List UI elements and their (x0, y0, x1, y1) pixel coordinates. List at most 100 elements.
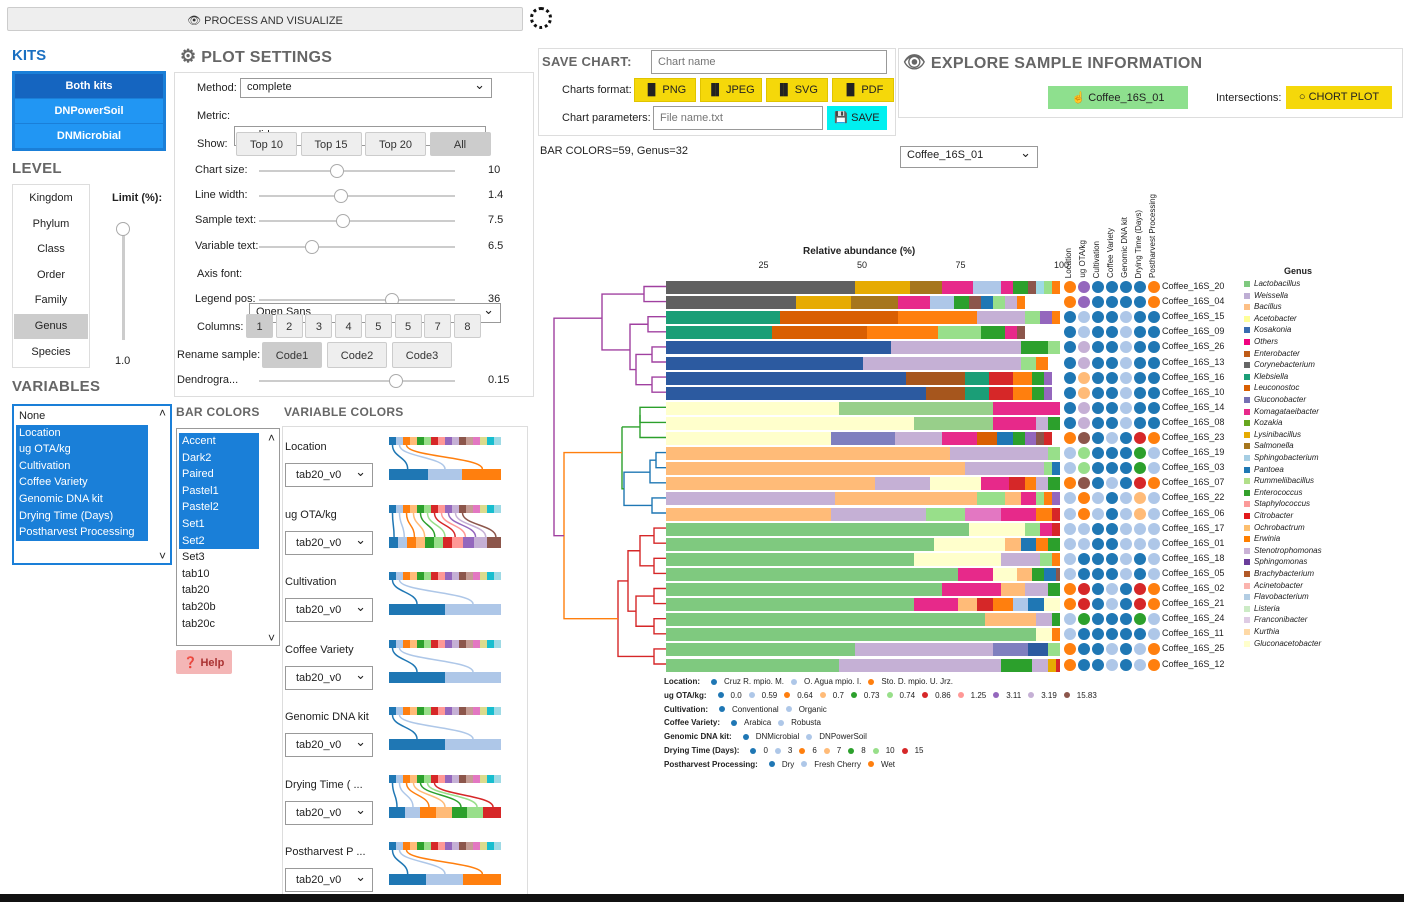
variable-item[interactable]: None (19, 410, 46, 422)
bar-color-item[interactable]: Set3 (182, 551, 205, 564)
rename-option[interactable]: Code3 (392, 342, 452, 368)
sample-label: Coffee_16S_22 (1162, 492, 1225, 503)
scroll-down-icon[interactable]: ˅ (158, 549, 166, 563)
var-dot (1120, 311, 1132, 324)
column-option[interactable]: 4 (335, 314, 363, 338)
level-item-order[interactable]: Order (36, 268, 66, 281)
kits-list[interactable]: Both kits DNPowerSoil DNMicrobial (12, 71, 166, 151)
bar-color-item[interactable]: tab10 (182, 567, 210, 580)
variable-item[interactable]: Genomic DNA kit (16, 490, 148, 508)
slider-track[interactable] (259, 214, 455, 228)
params-file-input[interactable] (653, 106, 823, 130)
variable-item[interactable]: Drying Time (Days) (16, 507, 148, 525)
bar-color-item[interactable]: Paired (179, 466, 259, 483)
slider-knob[interactable] (304, 240, 319, 254)
show-option[interactable]: Top 15 (300, 132, 362, 156)
sample-select[interactable]: Coffee_16S_01 (900, 145, 1038, 168)
palette-strip (389, 572, 501, 580)
scroll-up-icon[interactable]: ˄ (158, 406, 166, 420)
sample-info-button[interactable]: ☝ Coffee_16S_01 (1048, 86, 1188, 109)
level-item-phylum[interactable]: Phylum (32, 217, 70, 230)
scroll-down-icon[interactable]: ˅ (267, 631, 275, 645)
variable-item[interactable]: Coffee Variety (16, 474, 148, 491)
slider-knob[interactable] (334, 189, 349, 203)
scroll-up-icon[interactable]: ˄ (267, 431, 275, 445)
kit-dnpowersoil[interactable]: DNPowerSoil (15, 99, 163, 123)
slider-knob[interactable] (389, 374, 404, 388)
bar-segment (1052, 613, 1060, 627)
variable-legend-row: ug OTA/kg: 0.0 0.59 0.64 0.7 0.73 0.74 0.86 1.25… (664, 691, 1097, 700)
column-option[interactable]: 2 (275, 314, 303, 338)
column-option[interactable]: 8 (453, 314, 481, 338)
bar-color-item[interactable]: tab20b (182, 600, 216, 613)
process-visualize-button[interactable]: 👁 PROCESS AND VISUALIZE (7, 7, 523, 31)
variable-palette-select[interactable]: tab20_v0 ⌄ (285, 598, 373, 622)
chord-plot-button[interactable]: ○ CHORT PLOT (1286, 86, 1392, 109)
format-button-png[interactable]: ▐▌ PNG (634, 78, 696, 102)
bar-color-item[interactable]: Set1 (179, 515, 259, 533)
bar-color-item[interactable]: tab20c (182, 617, 216, 630)
kit-dnmicrobial[interactable]: DNMicrobial (15, 124, 163, 148)
bar-color-item[interactable]: Pastel1 (179, 482, 259, 500)
bar-segment (1024, 432, 1037, 445)
show-option[interactable]: Top 10 (236, 132, 297, 156)
format-button-svg[interactable]: ▐▌ SVG (766, 78, 828, 102)
bar-row (666, 432, 1060, 445)
show-option[interactable]: Top 20 (365, 132, 426, 156)
show-option[interactable]: All (429, 132, 491, 156)
var-column-header: Postharvest Processing (1148, 193, 1157, 278)
limit-slider[interactable] (116, 222, 130, 340)
bar-color-item[interactable]: Set2 (179, 532, 259, 550)
column-option[interactable]: 7 (424, 314, 452, 338)
variable-palette-select[interactable]: tab20_v0 ⌄ (285, 530, 373, 555)
level-item-species[interactable]: Species (31, 345, 71, 358)
column-option[interactable]: 5 (364, 314, 392, 338)
variables-list[interactable]: None Location ug OTA/kg Cultivation Coffee V… (12, 404, 172, 565)
column-option[interactable]: 1 (246, 314, 273, 338)
rename-option[interactable]: Code2 (327, 342, 387, 368)
slider-track[interactable] (259, 293, 455, 307)
slider-knob[interactable] (330, 164, 345, 178)
level-item-genus[interactable]: Genus (14, 313, 88, 339)
variable-palette-select[interactable]: tab20_v0 ⌄ (285, 463, 373, 487)
var-dot (1078, 341, 1090, 354)
bar-color-item[interactable]: Accent (179, 433, 259, 450)
slider-track[interactable] (259, 374, 455, 388)
level-item-class[interactable]: Class (37, 243, 65, 256)
format-label: JPEG (725, 84, 755, 96)
bar-colors-list[interactable]: Accent Dark2 Paired Pastel1 Pastel2 Set1 Set2 S… (176, 428, 280, 646)
bar-color-item[interactable]: tab20 (182, 584, 210, 597)
save-button[interactable]: 💾 SAVE (827, 106, 887, 130)
slider-knob[interactable] (336, 214, 351, 228)
slider-track[interactable] (259, 164, 455, 178)
kit-both[interactable]: Both kits (15, 74, 163, 98)
variable-item[interactable]: Postharvest Processing (16, 524, 148, 541)
variable-palette-select[interactable]: tab20_v0 ⌄ (285, 665, 373, 690)
rename-option[interactable]: Code1 (262, 342, 322, 368)
limit-slider-knob[interactable] (116, 222, 130, 236)
var-dot (1092, 537, 1104, 550)
variable-palette-select[interactable]: tab20_v0 ⌄ (285, 800, 373, 825)
variable-item[interactable]: Cultivation (16, 457, 148, 475)
format-button-jpeg[interactable]: ▐▌ JPEG (700, 78, 762, 102)
slider-track[interactable] (259, 189, 455, 203)
format-button-pdf[interactable]: ▐▌ PDF (832, 78, 894, 102)
column-option[interactable]: 5 (394, 314, 422, 338)
bar-color-item[interactable]: Dark2 (179, 449, 259, 467)
variable-palette-select[interactable]: tab20_v0 ⌄ (285, 868, 373, 892)
palette-mapped-swatch (451, 806, 468, 818)
bar-color-item[interactable]: Pastel2 (179, 499, 259, 516)
legend-item-label: Robusta (791, 718, 821, 728)
variable-item[interactable]: ug OTA/kg (16, 441, 148, 458)
variable-palette-select[interactable]: tab20_v0 ⌄ (285, 733, 373, 757)
level-item-kingdom[interactable]: Kingdom (29, 192, 73, 204)
palette-swatch (410, 572, 417, 580)
method-select[interactable]: complete (240, 77, 492, 98)
column-option[interactable]: 3 (305, 314, 333, 338)
format-label: PNG (662, 84, 687, 96)
help-button[interactable]: ❓ Help (176, 650, 232, 674)
chart-name-input[interactable] (651, 50, 887, 74)
variable-item[interactable]: Location (16, 424, 148, 442)
slider-track[interactable] (259, 240, 455, 254)
level-item-family[interactable]: Family (34, 294, 68, 307)
